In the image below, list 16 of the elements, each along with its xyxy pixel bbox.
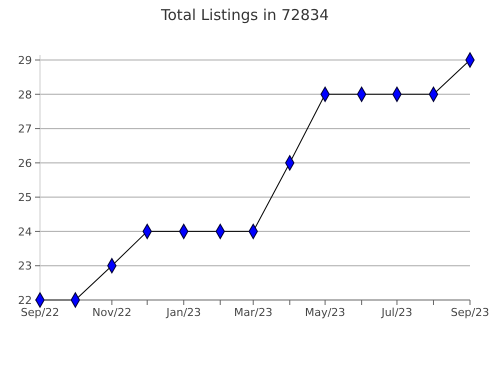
y-tick-label: 29 bbox=[18, 54, 32, 67]
y-tick-label: 22 bbox=[18, 294, 32, 307]
x-tick-label: Jul/23 bbox=[380, 306, 412, 319]
y-tick-label: 23 bbox=[18, 260, 32, 273]
y-tick-label: 24 bbox=[18, 225, 32, 238]
y-tick-label: 28 bbox=[18, 88, 32, 102]
x-tick-label: Sep/23 bbox=[450, 306, 490, 319]
x-tick-label: Nov/22 bbox=[92, 306, 132, 319]
y-tick-label: 26 bbox=[18, 156, 32, 170]
x-tick-label: May/23 bbox=[304, 306, 346, 319]
y-tick-label: 25 bbox=[18, 191, 32, 204]
x-tick-label: Sep/22 bbox=[20, 306, 60, 319]
x-tick-label: Jan/23 bbox=[165, 306, 202, 319]
y-tick-label: 27 bbox=[18, 122, 32, 136]
x-tick-label: Mar/23 bbox=[234, 306, 272, 319]
chart-title: Total Listings in 72834 bbox=[160, 6, 329, 24]
